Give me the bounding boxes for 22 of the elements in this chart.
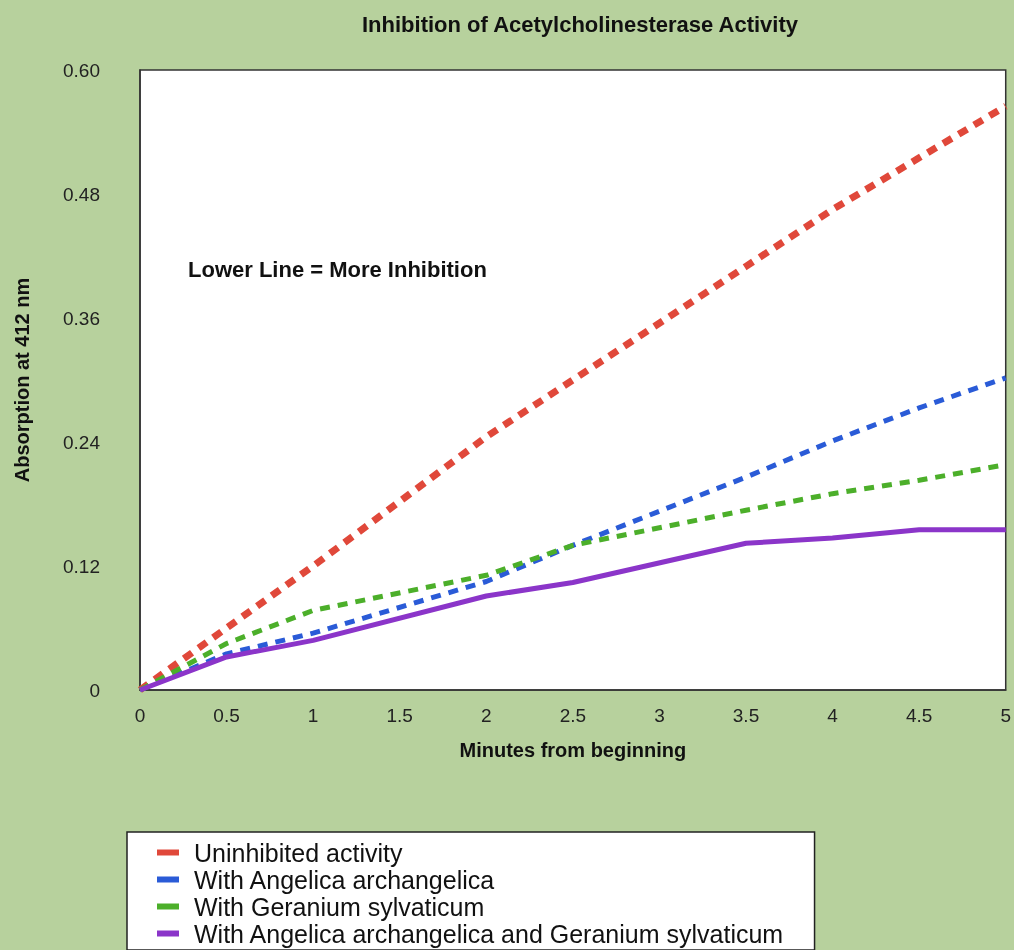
x-tick-label: 2	[481, 705, 492, 726]
y-tick-label: 0.36	[63, 307, 100, 329]
annotation: Lower Line = More Inhibition	[188, 256, 487, 282]
legend-label: Uninhibited activity	[194, 838, 403, 867]
x-tick-label: 3	[654, 705, 665, 726]
x-tick-label: 1	[307, 705, 319, 726]
x-tick-label: 2.5	[559, 705, 587, 726]
y-axis-title: Absorption at 412 nm	[11, 277, 33, 483]
chart-title: Inhibition of Acetylcholinesterase Activity	[361, 11, 799, 37]
y-tick-label: 0.48	[63, 183, 100, 205]
x-tick-label: 4.5	[905, 705, 933, 726]
x-tick-label: 3.5	[732, 705, 760, 726]
x-tick-label: 5	[1000, 705, 1012, 726]
x-tick-label: 0.5	[213, 705, 240, 726]
x-tick-label: 0	[134, 705, 146, 726]
x-axis-title: Minutes from beginning	[459, 739, 687, 761]
y-tick-label: 0.24	[63, 431, 101, 453]
y-tick-label: 0	[89, 679, 100, 701]
x-tick-label: 1.5	[386, 705, 413, 726]
x-tick-label: 4	[827, 705, 839, 726]
y-tick-label: 0.60	[63, 59, 100, 81]
y-tick-label: 0.12	[63, 555, 100, 577]
